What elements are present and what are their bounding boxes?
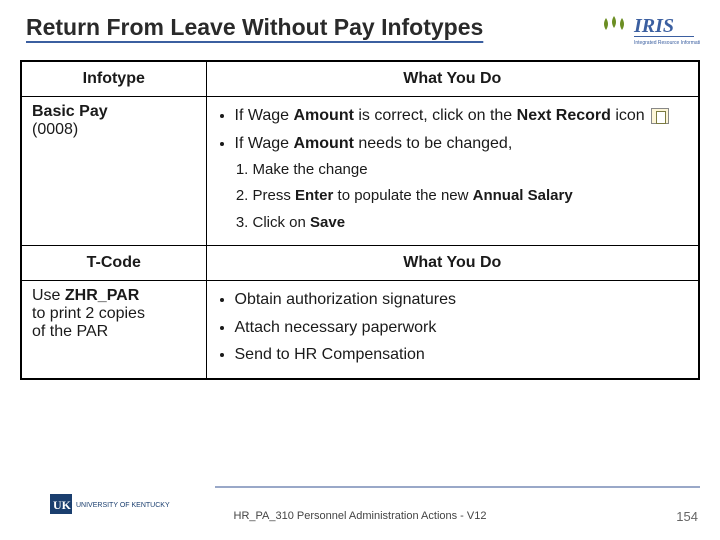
- header-whatyoudo-1: What You Do: [206, 61, 699, 97]
- cell-basic-pay-actions: If Wage Amount is correct, click on the …: [206, 97, 699, 246]
- table-row: Use ZHR_PAR to print 2 copies of the PAR…: [21, 280, 699, 378]
- bullet-item: If Wage Amount is correct, click on the …: [235, 105, 689, 127]
- bullet-item: If Wage Amount needs to be changed,: [235, 133, 689, 155]
- table-row: Basic Pay (0008) If Wage Amount is corre…: [21, 97, 699, 246]
- text-bold: Next Record: [517, 107, 611, 124]
- text-bold: Amount: [293, 135, 353, 152]
- text-fragment: of the PAR: [32, 323, 108, 340]
- infotype-table: Infotype What You Do Basic Pay (0008) If…: [20, 60, 700, 380]
- cell-tcode-actions: Obtain authorization signatures Attach n…: [206, 280, 699, 378]
- page-number: 154: [676, 509, 698, 524]
- basic-pay-code: (0008): [32, 121, 78, 138]
- text-fragment: If Wage: [235, 135, 294, 152]
- footer-divider: [215, 486, 700, 488]
- footer-text: HR_PA_310 Personnel Administration Actio…: [20, 510, 700, 522]
- text-bold: Amount: [293, 107, 353, 124]
- step-item: Click on Save: [253, 213, 689, 233]
- text-bold: Save: [310, 214, 345, 231]
- text-fragment: Click on: [253, 214, 311, 231]
- cell-basic-pay: Basic Pay (0008): [21, 97, 206, 246]
- footer: UK UNIVERSITY OF KENTUCKY HR_PA_310 Pers…: [20, 482, 700, 522]
- page-title: Return From Leave Without Pay Infotypes: [26, 14, 483, 41]
- bullet-item: Obtain authorization signatures: [235, 289, 689, 311]
- step-item: Press Enter to populate the new Annual S…: [253, 186, 689, 206]
- text-bold: ZHR_PAR: [65, 287, 139, 304]
- next-record-icon: [651, 108, 669, 124]
- header-tcode: T-Code: [21, 245, 206, 280]
- text-bold: Annual Salary: [473, 187, 573, 204]
- uk-text: UNIVERSITY OF KENTUCKY: [76, 502, 170, 509]
- header-whatyoudo-2: What You Do: [206, 245, 699, 280]
- bullet-item: Send to HR Compensation: [235, 344, 689, 366]
- text-fragment: needs to be changed,: [354, 135, 512, 152]
- text-fragment: Use: [32, 287, 65, 304]
- text-fragment: If Wage: [235, 107, 294, 124]
- text-fragment: to print 2 copies: [32, 305, 145, 322]
- svg-text:IRIS: IRIS: [633, 15, 674, 37]
- text-fragment: is correct, click on the: [354, 107, 517, 124]
- svg-text:Integrated Resource Informatio: Integrated Resource Information System: [634, 40, 700, 46]
- step-item: Make the change: [253, 160, 689, 180]
- text-bold: Enter: [295, 187, 333, 204]
- basic-pay-label: Basic Pay: [32, 103, 108, 120]
- text-fragment: to populate the new: [333, 187, 472, 204]
- cell-tcode: Use ZHR_PAR to print 2 copies of the PAR: [21, 280, 206, 378]
- text-fragment: Press: [253, 187, 296, 204]
- text-fragment: icon: [611, 107, 645, 124]
- bullet-item: Attach necessary paperwork: [235, 317, 689, 339]
- iris-logo: IRIS Integrated Resource Information Sys…: [600, 10, 700, 50]
- header-infotype: Infotype: [21, 61, 206, 97]
